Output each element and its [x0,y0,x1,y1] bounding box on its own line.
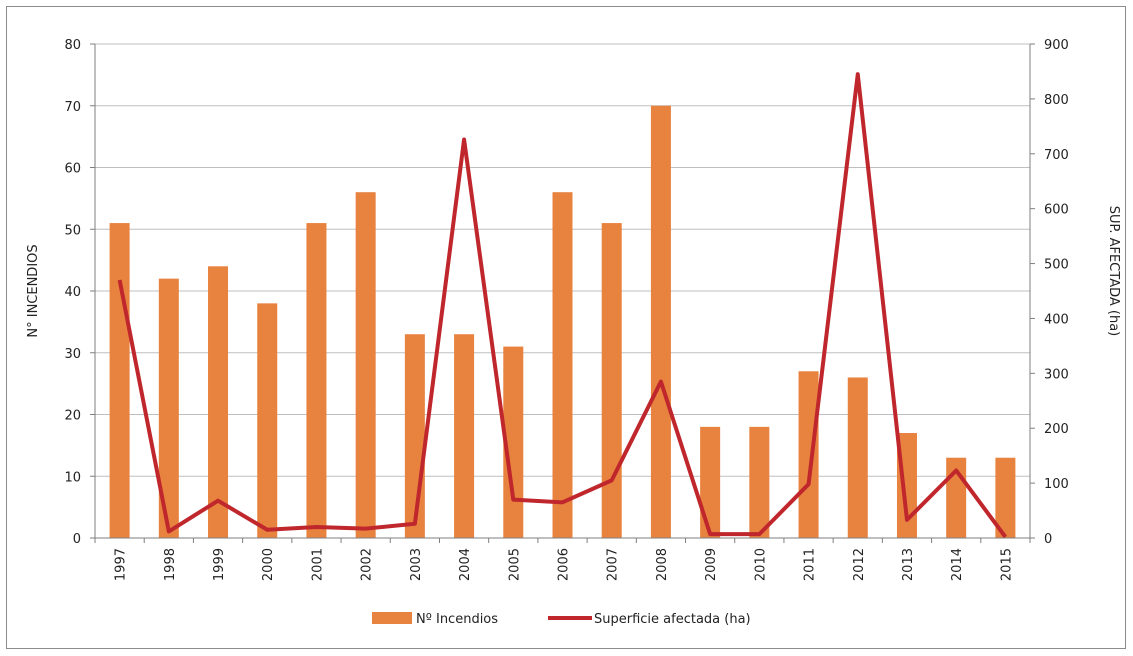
bar [749,426,770,538]
x-tick-label: 2004 [458,548,473,581]
x-tick-label: 2015 [999,548,1014,581]
x-tick-label: 1998 [163,548,178,581]
bar [454,334,475,538]
bar [847,377,868,538]
y-tick-label: 50 [64,223,81,238]
y2-tick-label: 0 [1044,532,1052,547]
right-axis-ticks: 0 100 200 300 400 500 600 700 800 900 [1044,38,1069,547]
y-tick-label: 40 [64,285,81,300]
x-tick-label: 1997 [114,548,129,581]
bar [601,223,622,538]
bar [552,192,573,538]
bar [257,303,278,538]
x-tick-label: 1999 [212,548,227,581]
left-axis-ticks: 0 10 20 30 40 50 60 70 80 [64,38,81,547]
y2-tick-label: 500 [1044,258,1069,273]
x-tick-label: 2010 [753,548,768,581]
x-tick-label: 2008 [655,548,670,581]
y2-tick-label: 100 [1044,477,1069,492]
x-tick-label: 2006 [557,548,572,581]
bar [158,278,179,538]
x-tick-label: 2011 [803,548,818,581]
axes [90,43,1035,543]
legend-line-label: Superficie afectada (ha) [594,612,751,627]
x-tick-label: 2005 [507,548,522,581]
bars-series [109,105,1016,538]
y2-tick-label: 200 [1044,422,1069,437]
bar [306,223,327,538]
x-tick-label: 2014 [950,548,965,581]
y-tick-label: 80 [64,38,81,53]
y2-tick-label: 600 [1044,203,1069,218]
y2-tick-label: 900 [1044,38,1069,53]
x-tick-label: 2003 [409,548,424,581]
y-axis-label: N° INCENDIOS [26,244,41,337]
bar [208,266,229,538]
legend-bar-label: Nº Incendios [416,612,498,627]
legend: Nº Incendios Superficie afectada (ha) [372,612,751,627]
y2-axis-label: SUP. AFECTADA (ha) [1106,206,1121,337]
bar [798,371,819,538]
bar [404,334,425,538]
x-tick-label: 2009 [704,548,719,581]
x-tick-label: 2000 [261,548,276,581]
y-tick-label: 70 [64,100,81,115]
y-tick-label: 10 [64,470,81,485]
line-series [117,72,1008,539]
bar [700,426,721,538]
x-axis-ticks: 1997 1998 1999 2000 2001 2002 2003 2004 2005 2006… [114,548,1015,581]
x-tick-label: 2012 [852,548,867,581]
legend-bar-swatch [372,612,412,624]
bar [109,223,130,538]
bar [650,105,671,538]
x-tick-label: 2013 [901,548,916,581]
y2-tick-label: 700 [1044,148,1069,163]
y-tick-label: 20 [64,409,81,424]
x-tick-label: 2002 [360,548,375,581]
bar [355,192,376,538]
y2-tick-label: 400 [1044,312,1069,327]
y2-tick-label: 800 [1044,93,1069,108]
bar [503,346,524,538]
y-tick-label: 60 [64,162,81,177]
x-tick-label: 2001 [310,548,325,581]
y-tick-label: 30 [64,347,81,362]
bar [995,457,1016,538]
y2-tick-label: 300 [1044,367,1069,382]
x-tick-label: 2007 [606,548,621,581]
y-tick-label: 0 [73,532,81,547]
